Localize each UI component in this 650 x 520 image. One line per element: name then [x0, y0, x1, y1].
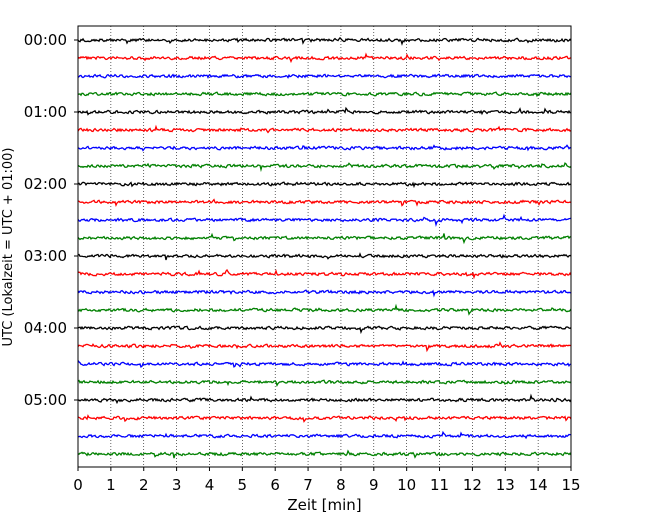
x-tick-label: 14: [529, 476, 548, 494]
x-axis-ticks: 0 1 2 3 4 5 6 7 8 9 10 11 12 13 14 15: [73, 467, 581, 494]
x-tick-label: 11: [430, 476, 449, 494]
trace-2: [77, 52, 572, 64]
trace-24: [77, 449, 572, 459]
x-tick-label: 10: [397, 476, 416, 494]
trace-4: [77, 91, 572, 98]
y-axis-ticks: 00:00 01:00 02:00 03:00 04:00 05:00: [24, 31, 78, 409]
trace-11: [77, 213, 572, 228]
trace-7: [77, 144, 572, 152]
trace-12: [77, 232, 572, 245]
y-tick-label: 01:00: [24, 103, 67, 121]
trace-9: [77, 181, 572, 189]
trace-3: [77, 73, 572, 79]
y-axis-label: UTC (Lokalzeit = UTC + 01:00): [1, 148, 16, 347]
trace-20: [77, 379, 572, 388]
x-axis-label: Zeit [min]: [287, 496, 361, 514]
x-tick-label: 1: [106, 476, 116, 494]
y-tick-label: 04:00: [24, 319, 67, 337]
trace-17: [77, 325, 572, 335]
x-tick-label: 15: [561, 476, 580, 494]
trace-23: [77, 430, 572, 440]
trace-18: [77, 341, 572, 353]
x-tick-label: 6: [270, 476, 280, 494]
plot-frame: [77, 25, 572, 468]
x-tick-label: 3: [172, 476, 182, 494]
x-tick-label: 8: [336, 476, 346, 494]
trace-8: [77, 162, 572, 173]
y-tick-label: 00:00: [24, 31, 67, 49]
x-tick-label: 9: [369, 476, 379, 494]
x-tick-label: 13: [496, 476, 515, 494]
trace-14: [77, 268, 572, 280]
x-tick-label: 12: [463, 476, 482, 494]
trace-21: [77, 393, 572, 405]
trace-6: [77, 124, 572, 134]
y-tick-label: 05:00: [24, 391, 67, 409]
x-tick-label: 4: [205, 476, 215, 494]
trace-1: [77, 36, 572, 46]
trace-13: [77, 252, 572, 261]
x-tick-label: 7: [303, 476, 313, 494]
trace-15: [77, 289, 572, 298]
x-tick-label: 0: [73, 476, 83, 494]
x-tick-label: 2: [139, 476, 149, 494]
y-tick-label: 03:00: [24, 247, 67, 265]
trace-22: [77, 414, 572, 423]
y-tick-label: 02:00: [24, 175, 67, 193]
trace-5: [77, 106, 572, 116]
x-tick-label: 5: [238, 476, 248, 494]
trace-16: [77, 303, 572, 316]
trace-19: [77, 360, 572, 369]
seismic-traces: [77, 36, 572, 459]
trace-10: [77, 198, 572, 207]
